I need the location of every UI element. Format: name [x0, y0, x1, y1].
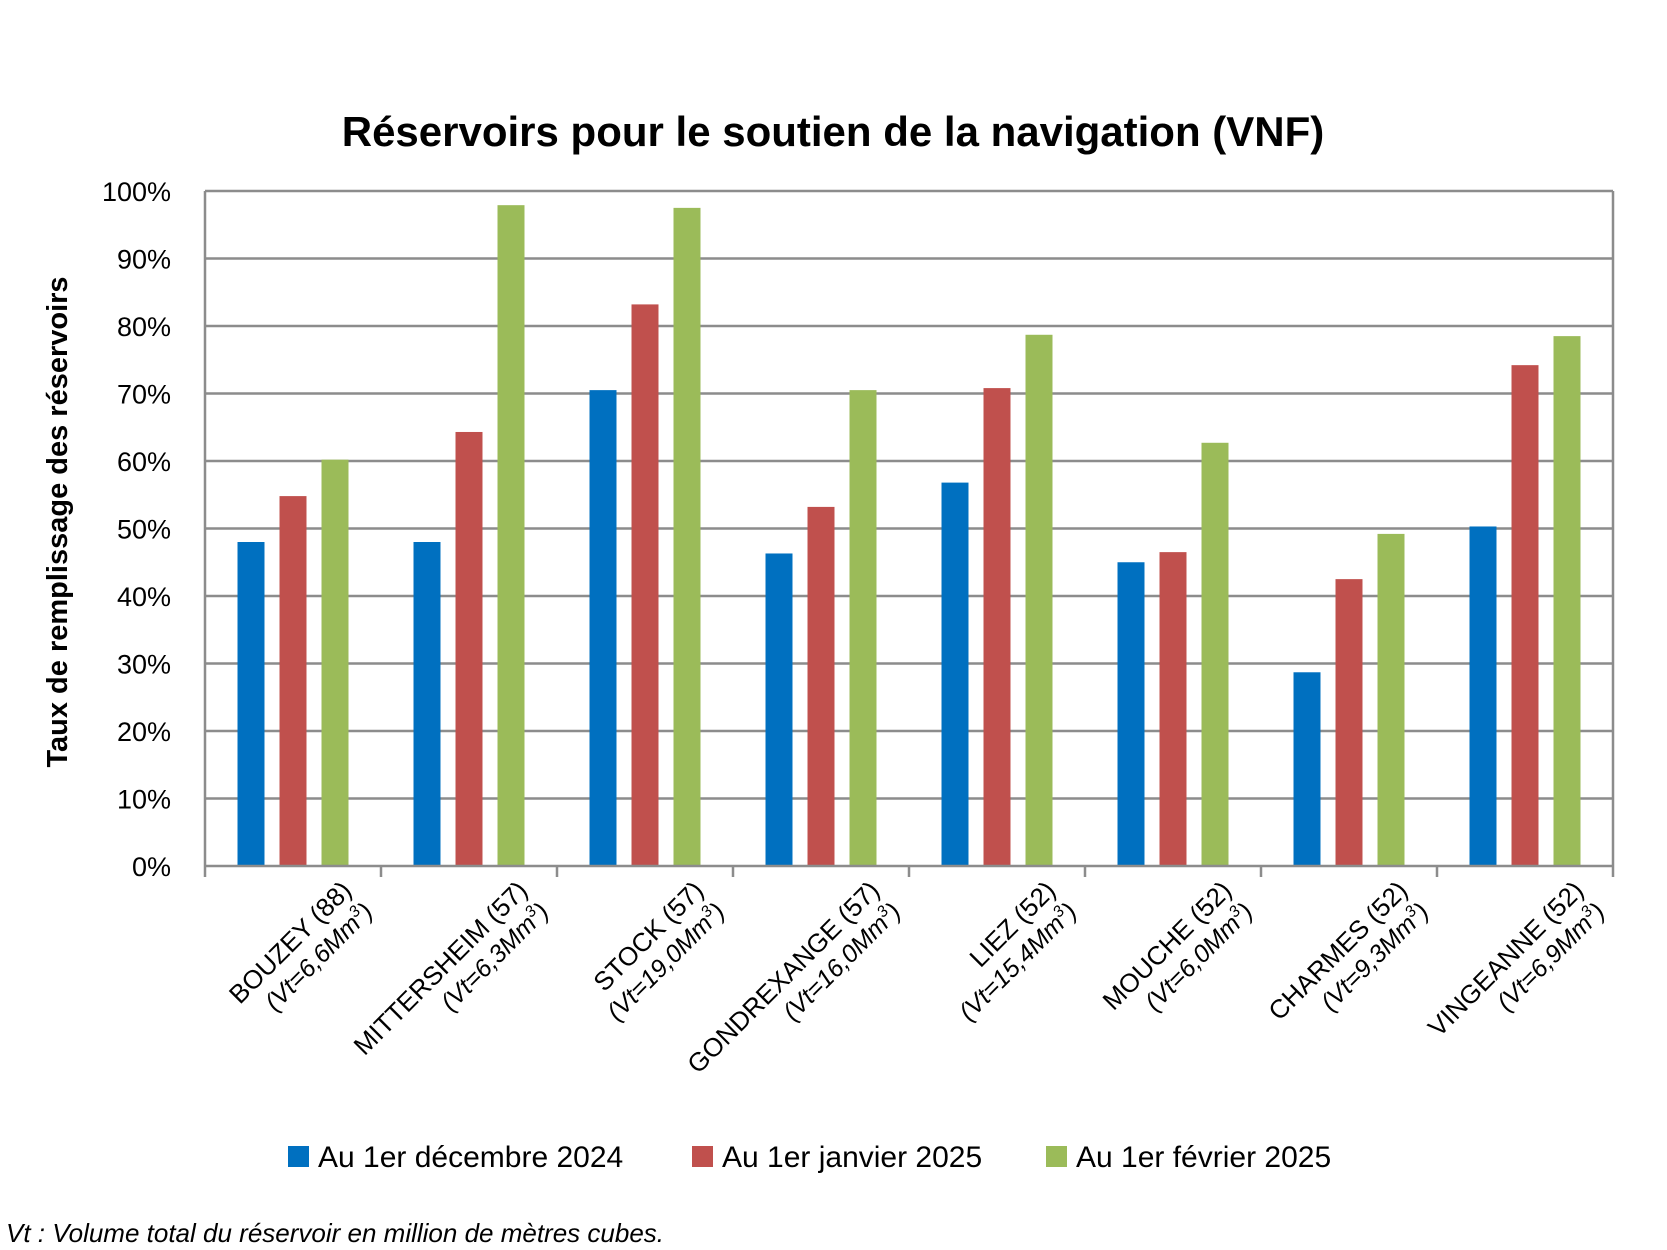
bar: [589, 390, 617, 866]
y-tick-label: 60%: [117, 447, 171, 477]
y-tick-label: 100%: [102, 177, 171, 207]
bar: [1293, 672, 1321, 866]
bar: [1117, 562, 1145, 866]
x-category-label: BOUZEY (88)(Vt=6,6Mm3): [223, 875, 378, 1017]
x-category-label: VINGEANNE (52)(Vt=6,9Mm3): [1422, 875, 1611, 1042]
bar: [1511, 365, 1539, 866]
x-category-label: STOCK (57)(Vt=19,0Mm3): [587, 875, 730, 1026]
y-tick-label: 80%: [117, 312, 171, 342]
legend-label: Au 1er décembre 2024: [318, 1141, 623, 1174]
bar: [1377, 533, 1405, 866]
bar: [765, 553, 793, 866]
bar: [321, 459, 349, 866]
bar: [497, 205, 525, 867]
bar: [673, 207, 701, 866]
legend-label: Au 1er février 2025: [1076, 1141, 1331, 1174]
legend-item: Au 1er décembre 2024: [288, 1141, 623, 1174]
y-tick-labels: 0% 10% 20% 30% 40% 50% 60% 70% 80% 90% 100%: [102, 177, 171, 882]
y-axis-label: Taux de remplissage des réservoirs: [42, 276, 74, 767]
legend-label: Au 1er janvier 2025: [722, 1141, 982, 1174]
bar: [279, 496, 307, 866]
bar: [1553, 336, 1581, 866]
bar: [983, 388, 1011, 866]
footnote: Vt : Volume total du réservoir en millio…: [6, 1218, 664, 1248]
bar: [1025, 334, 1053, 866]
legend-item: Au 1er janvier 2025: [692, 1141, 982, 1174]
bar: [941, 482, 969, 866]
y-tick-label: 90%: [117, 245, 171, 275]
x-category-label: MITTERSHEIM (57)(Vt=6,3Mm3): [348, 875, 555, 1061]
bar: [1335, 579, 1363, 866]
bar: [1469, 526, 1497, 866]
x-category-label: CHARMES (52)(Vt=9,3Mm3): [1262, 875, 1434, 1026]
bar: [455, 431, 483, 866]
bar: [807, 506, 835, 866]
y-tick-label: 30%: [117, 650, 171, 680]
y-tick-label: 20%: [117, 717, 171, 747]
legend-swatch: [288, 1146, 309, 1167]
chart-title: Réservoirs pour le soutien de la navigat…: [342, 108, 1325, 155]
legend-item: Au 1er février 2025: [1046, 1141, 1331, 1174]
x-category-labels: BOUZEY (88)(Vt=6,6Mm3)MITTERSHEIM (57)(V…: [223, 875, 1611, 1079]
y-tick-label: 40%: [117, 582, 171, 612]
y-tick-label: 70%: [117, 380, 171, 410]
x-category-label: MOUCHE (52)(Vt=6,0Mm3): [1097, 875, 1259, 1017]
x-category-label: LIEZ (52)(Vt=15,4Mm3): [954, 875, 1083, 1026]
bars: [237, 205, 1581, 867]
bar: [1201, 442, 1229, 866]
bar: [413, 542, 441, 866]
legend: Au 1er décembre 2024 Au 1er janvier 2025 A…: [288, 1141, 1331, 1174]
y-tick-label: 0%: [132, 852, 171, 882]
bar: [849, 390, 877, 866]
bar: [1159, 552, 1187, 866]
legend-swatch: [1046, 1146, 1067, 1167]
legend-swatch: [692, 1146, 713, 1167]
y-tick-label: 50%: [117, 515, 171, 545]
bar: [237, 542, 265, 866]
axes: [203, 191, 1615, 877]
category-name: MITTERSHEIM (57): [348, 875, 534, 1061]
bar: [631, 304, 659, 866]
y-tick-label: 10%: [117, 785, 171, 815]
